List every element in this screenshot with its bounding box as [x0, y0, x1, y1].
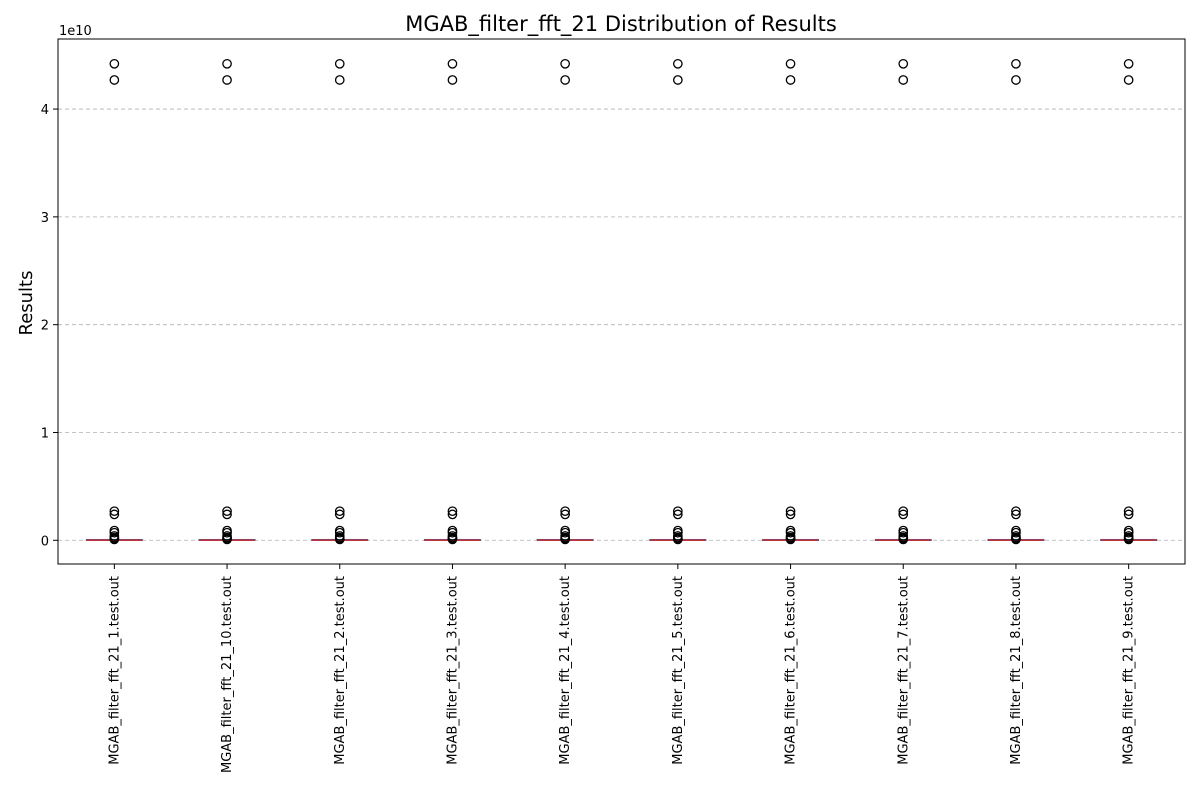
outlier-point	[447, 58, 458, 69]
x-tick-label: MGAB_filter_fft_21_10.test.out	[220, 576, 235, 773]
outlier-point	[222, 58, 232, 69]
y-gridlines	[58, 108, 1185, 541]
outlier-point	[222, 527, 232, 538]
outlier-point	[1011, 75, 1021, 85]
outlier-point	[1123, 58, 1134, 69]
box-group	[198, 58, 256, 545]
outlier-point	[447, 509, 458, 520]
outlier-point	[785, 506, 796, 517]
outlier-point	[334, 58, 345, 69]
outlier-point	[447, 534, 458, 545]
outlier-point	[109, 534, 120, 545]
outlier-point	[785, 527, 796, 538]
outlier-point	[334, 506, 345, 517]
y-offset-label: 1e10	[59, 24, 92, 39]
outlier-point	[1123, 75, 1134, 85]
outlier-point	[1123, 506, 1134, 517]
boxes-layer	[85, 58, 1158, 545]
outlier-point	[672, 509, 683, 520]
outlier-point	[560, 75, 571, 85]
outlier-point	[785, 58, 796, 69]
x-tick-label: MGAB_filter_fft_21_1.test.out	[107, 576, 122, 765]
outlier-point	[785, 509, 796, 520]
box-group	[874, 58, 932, 545]
box-group	[311, 58, 369, 545]
outlier-point	[222, 75, 232, 85]
outlier-point	[1011, 509, 1021, 520]
outlier-point	[222, 506, 232, 517]
outlier-point	[898, 509, 909, 520]
x-tick-label: MGAB_filter_fft_21_3.test.out	[445, 576, 460, 765]
outlier-point	[334, 534, 345, 545]
x-tick-label: MGAB_filter_fft_21_2.test.out	[333, 576, 348, 765]
outlier-point	[222, 534, 232, 545]
outlier-point	[334, 75, 345, 85]
box-group	[423, 58, 481, 545]
box-group	[1100, 58, 1158, 545]
outlier-point	[447, 527, 458, 538]
plot-frame	[57, 38, 1186, 565]
x-tick-label: MGAB_filter_fft_21_6.test.out	[784, 576, 799, 765]
outlier-point	[334, 527, 345, 538]
outlier-point	[1011, 534, 1021, 545]
outlier-point	[109, 75, 120, 85]
outlier-point	[560, 509, 571, 520]
outlier-point	[447, 75, 458, 85]
y-tick-label: 1	[41, 426, 49, 441]
y-axis-label: Results	[16, 271, 37, 336]
x-tick-label: MGAB_filter_fft_21_4.test.out	[558, 576, 573, 765]
box-group	[987, 58, 1045, 545]
outlier-point	[672, 58, 683, 69]
x-tick-label: MGAB_filter_fft_21_8.test.out	[1009, 576, 1024, 765]
outlier-point	[560, 534, 571, 545]
box-group	[762, 58, 820, 545]
outlier-point	[672, 506, 683, 517]
y-axis: 0 1 2 3 4	[41, 103, 58, 549]
outlier-point	[560, 58, 571, 69]
y-tick-label: 3	[41, 211, 49, 226]
x-tick-label: MGAB_filter_fft_21_7.test.out	[896, 576, 911, 765]
box-group	[85, 58, 143, 545]
box-group	[536, 58, 594, 545]
outlier-point	[672, 527, 683, 538]
outlier-point	[560, 506, 571, 517]
y-tick-label: 0	[41, 534, 49, 549]
box-group	[649, 58, 707, 545]
outlier-point	[898, 75, 909, 85]
outlier-point	[560, 527, 571, 538]
x-axis: MGAB_filter_fft_21_1.test.out MGAB_filter…	[107, 564, 1137, 773]
outlier-point	[672, 75, 683, 85]
outlier-point	[898, 58, 909, 69]
outlier-point	[785, 75, 796, 85]
outlier-point	[447, 506, 458, 517]
outlier-point	[898, 506, 909, 517]
y-tick-label: 2	[41, 319, 49, 334]
chart-title: MGAB_filter_fft_21 Distribution of Resul…	[405, 12, 837, 37]
outlier-point	[222, 509, 232, 520]
outlier-point	[1011, 58, 1021, 69]
outlier-point	[898, 527, 909, 538]
outlier-point	[334, 509, 345, 520]
outlier-point	[1123, 534, 1134, 545]
outlier-point	[785, 534, 796, 545]
outlier-point	[109, 509, 120, 520]
outlier-point	[109, 506, 120, 517]
outlier-point	[898, 534, 909, 545]
x-tick-label: MGAB_filter_fft_21_9.test.out	[1122, 576, 1137, 765]
x-tick-label: MGAB_filter_fft_21_5.test.out	[671, 576, 686, 765]
outlier-point	[1011, 527, 1021, 538]
outlier-point	[1123, 527, 1134, 538]
outlier-point	[1011, 506, 1021, 517]
outlier-point	[1123, 509, 1134, 520]
outlier-point	[109, 58, 120, 69]
y-tick-label: 4	[41, 103, 49, 118]
outlier-point	[109, 527, 120, 538]
outlier-point	[672, 534, 683, 545]
